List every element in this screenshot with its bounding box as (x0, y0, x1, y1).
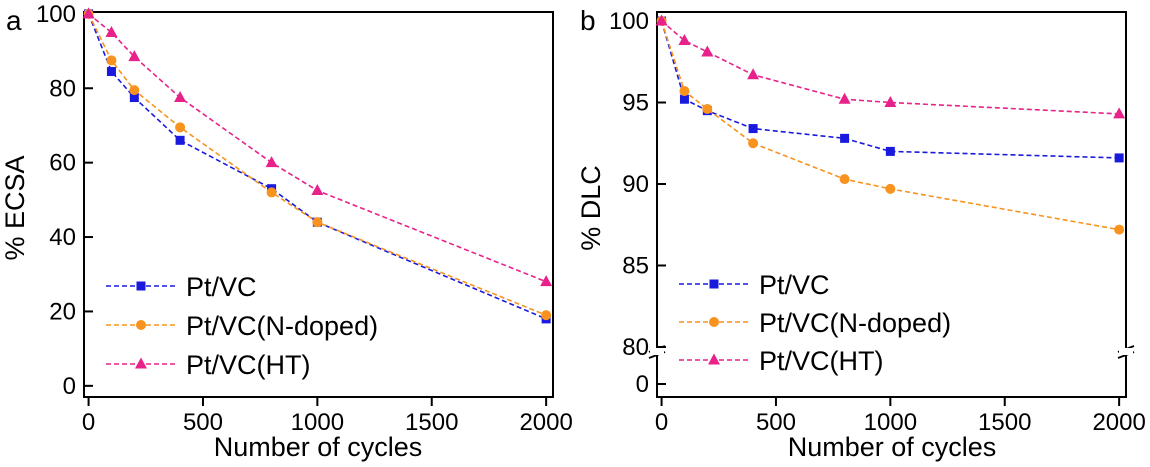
series-group-b (655, 14, 1126, 235)
y-axis-title-b: % DLC (576, 165, 606, 251)
data-point (840, 133, 850, 143)
y-axis-break-marks (648, 345, 1135, 359)
break-gap-right (1119, 348, 1133, 355)
data-point (175, 122, 186, 133)
legend-marker (708, 353, 720, 365)
y-tick-label: 100 (36, 1, 76, 28)
legend-label: Pt/VC (186, 272, 257, 302)
data-point (311, 184, 324, 196)
legend-label: Pt/VC(N-doped) (186, 311, 378, 341)
data-point (174, 91, 187, 103)
panel-label-b: b (580, 5, 596, 36)
data-point (128, 50, 141, 62)
data-point (1114, 153, 1124, 163)
plot-frame-b (656, 11, 1127, 398)
legend-label: Pt/VC (759, 270, 830, 300)
legend-marker (136, 281, 146, 291)
x-tick-label: 1000 (291, 409, 344, 436)
y-tick-label: 90 (622, 171, 649, 198)
series-line-pt-vc-ht (88, 13, 547, 283)
axis-ticks-a: 0 500 1000 1500 2000 0 20 40 60 80 100 (36, 1, 573, 436)
data-point (106, 67, 116, 77)
data-point (175, 135, 185, 145)
x-tick-label: 2000 (519, 409, 572, 436)
y-tick-label: 0 (63, 373, 76, 400)
data-point (266, 187, 277, 198)
data-point (679, 86, 690, 97)
data-point (129, 93, 139, 103)
plot-frame-a (83, 11, 554, 398)
x-tick-label: 1500 (978, 409, 1031, 436)
legend-b: Pt/VC Pt/VC(N-doped) Pt/VC(HT) (679, 270, 951, 376)
data-point (678, 34, 691, 46)
panel-label-a: a (6, 5, 22, 36)
y-tick-label: 100 (609, 8, 649, 35)
legend-a: Pt/VC Pt/VC(N-doped) Pt/VC(HT) (106, 272, 378, 380)
data-point (701, 45, 714, 57)
data-point (1113, 107, 1126, 119)
x-tick-label: 1000 (864, 409, 917, 436)
y-tick-label: 60 (49, 150, 76, 177)
series-group-a (82, 7, 553, 324)
data-point (748, 124, 758, 134)
data-point (82, 7, 95, 19)
x-axis-title-a: Number of cycles (214, 432, 423, 462)
y-tick-label: 80 (49, 75, 76, 102)
data-point (312, 217, 323, 228)
axis-ticks-b: 0 500 1000 1500 2000 0 80 85 90 95 100 (609, 8, 1146, 436)
data-point (540, 275, 553, 287)
x-tick-label: 1500 (405, 409, 458, 436)
x-axis-title-b: Number of cycles (788, 432, 997, 462)
x-tick-label: 0 (655, 409, 668, 436)
legend-marker (136, 320, 146, 330)
data-point (747, 68, 760, 80)
data-point (748, 138, 759, 149)
data-point (105, 25, 118, 37)
data-point (885, 146, 895, 156)
legend-label: Pt/VC(HT) (759, 346, 884, 376)
data-point (655, 14, 668, 26)
y-tick-label: 80 (622, 334, 649, 361)
data-point (838, 92, 851, 104)
data-point (885, 183, 896, 194)
series-line-pt-vc (87, 13, 547, 320)
x-tick-label: 500 (183, 409, 223, 436)
data-point (129, 85, 140, 96)
x-tick-label: 500 (756, 409, 796, 436)
series-line-pt-vc (660, 20, 1120, 159)
y-tick-label: 85 (622, 253, 649, 280)
y-axis-title-a: % ECSA (0, 155, 30, 260)
series-line-pt-vc-n-doped (660, 20, 1120, 231)
legend-label: Pt/VC(HT) (186, 350, 311, 380)
data-point (1114, 224, 1125, 235)
legend-marker (709, 317, 719, 327)
y-tick-label: 20 (49, 298, 76, 325)
y-tick-label: 95 (622, 90, 649, 117)
legend-marker (709, 279, 719, 289)
x-tick-label: 2000 (1092, 409, 1145, 436)
data-point (839, 174, 850, 185)
data-point (702, 104, 713, 115)
data-point (265, 156, 278, 168)
y-tick-label: 40 (49, 224, 76, 251)
x-tick-label: 0 (82, 409, 95, 436)
legend-label: Pt/VC(N-doped) (759, 308, 951, 338)
legend-marker (135, 357, 147, 369)
data-point (679, 94, 689, 104)
data-point (541, 310, 552, 321)
y-tick-label: 0 (636, 371, 649, 398)
data-point (884, 96, 897, 107)
break-gap-left (650, 348, 664, 355)
series-line-pt-vc-n-doped (87, 13, 547, 316)
data-point (106, 55, 117, 66)
